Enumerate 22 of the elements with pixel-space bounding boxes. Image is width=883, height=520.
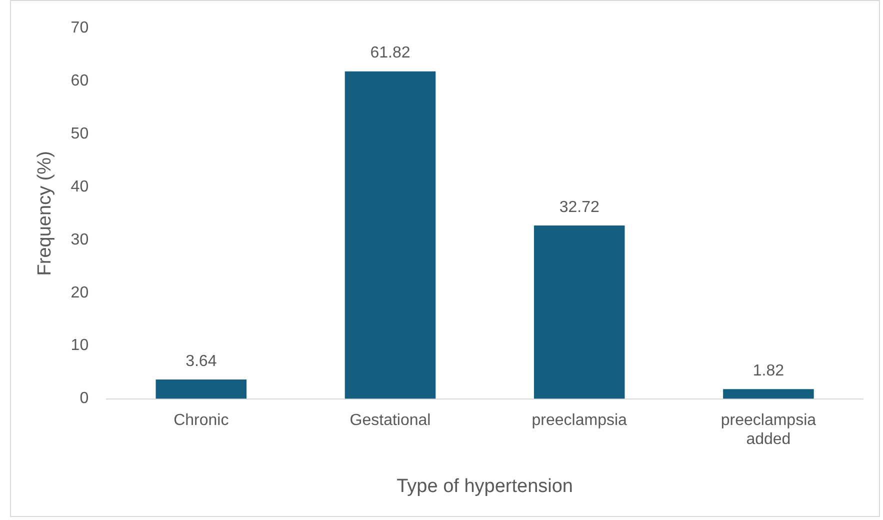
data-label: 32.72 — [559, 198, 600, 216]
x-tick-label: Chronic — [174, 412, 229, 429]
bar — [534, 225, 625, 399]
x-tick-label: Gestational — [350, 412, 431, 429]
y-tick-label: 0 — [80, 390, 89, 408]
y-tick-label: 60 — [70, 72, 89, 90]
y-tick-label: 20 — [70, 284, 89, 302]
y-tick-label: 40 — [70, 178, 89, 196]
bar — [344, 71, 436, 399]
y-tick-label: 30 — [70, 231, 89, 248]
bar — [723, 389, 814, 399]
x-tick-label: preeclampsia added — [720, 412, 816, 448]
y-axis-title: Frequency (%) — [34, 151, 56, 276]
data-label: 61.82 — [370, 44, 410, 62]
y-tick-label: 50 — [70, 125, 89, 142]
bar — [156, 380, 247, 399]
data-label: 3.64 — [186, 352, 217, 370]
y-tick-label: 70 — [70, 19, 89, 36]
data-label: 1.82 — [752, 362, 784, 380]
x-axis-title: Type of hypertension — [396, 476, 573, 497]
x-tick-label: preeclampsia — [532, 412, 628, 429]
y-tick-label: 10 — [70, 337, 89, 354]
